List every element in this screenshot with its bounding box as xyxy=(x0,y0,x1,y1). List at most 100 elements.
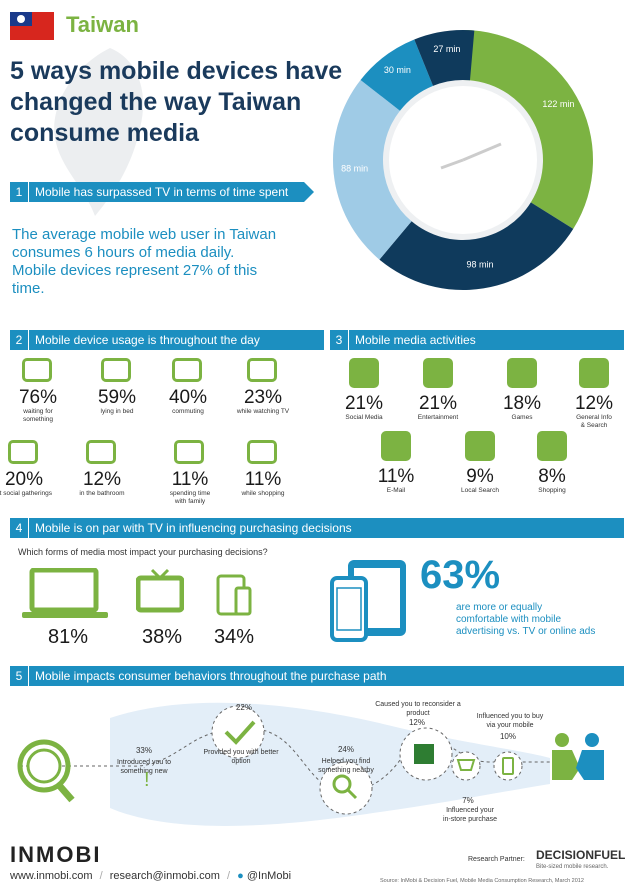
section-1-arrow xyxy=(304,182,314,202)
device-pct-laptop: 81% xyxy=(48,626,89,648)
laptop-icon xyxy=(22,568,108,618)
activity-label: Social Media xyxy=(345,414,383,421)
usage-label: while shopping xyxy=(241,490,285,497)
activity-stat: 21% Social Media xyxy=(330,394,398,422)
step-4-pct: 12% xyxy=(408,718,425,727)
step-5-pct: 7% xyxy=(462,796,474,805)
envelope-icon xyxy=(381,431,411,461)
music-note-icon xyxy=(423,358,453,388)
activity-pct: 8% xyxy=(538,466,566,487)
bed-icon xyxy=(101,358,131,382)
tablet-phone-icon xyxy=(216,574,252,616)
activity-stat: 21% Entertainment xyxy=(404,394,472,422)
source-note: Source: InMobi & Decision Fuel, Mobile M… xyxy=(380,878,584,884)
usage-label: while watching TV xyxy=(236,408,290,415)
activity-pct: 9% xyxy=(466,466,494,487)
usage-pct: 11% xyxy=(244,469,282,490)
activity-stat: 8% Shopping xyxy=(518,467,586,495)
clock-segment-label: 98 min xyxy=(467,260,494,270)
section-1-header: 1 Mobile has surpassed TV in terms of tim… xyxy=(10,182,304,202)
activity-stat: 18% Games xyxy=(488,394,556,422)
big-percent: 63% xyxy=(420,553,501,597)
step-1-label: Introduced you to something new xyxy=(116,759,172,775)
magnifier-icon xyxy=(465,431,495,461)
step-4-label: Caused you to reconsider a product xyxy=(375,701,461,717)
usage-stat: 23% while watching TV xyxy=(229,388,297,416)
step-3-label: Helped you find something nearby xyxy=(318,758,374,774)
section-3-header: 3 Mobile media activities xyxy=(330,330,624,350)
section-4-question: Which forms of media most impact your pu… xyxy=(18,547,268,557)
decisionfuel-logo: DECISIONFUEL xyxy=(536,848,626,862)
clock-hand xyxy=(462,142,502,162)
partner-tagline: Bite-sized mobile research. xyxy=(536,864,609,870)
usage-label: lying in bed xyxy=(100,408,134,415)
activity-stat: 11% E-Mail xyxy=(362,467,430,495)
tv-icon xyxy=(136,568,184,613)
media-time-clock-chart: 122 min 98 min 88 min 30 min 27 min xyxy=(332,30,593,290)
clock-segment-label: 30 min xyxy=(384,65,411,75)
activity-label: General Info xyxy=(576,414,612,421)
alarm-clock-icon xyxy=(22,358,52,382)
tv-icon xyxy=(247,358,277,382)
email-link[interactable]: research@inmobi.com xyxy=(109,870,220,882)
country-label: Taiwan xyxy=(66,12,139,37)
usage-label: something xyxy=(23,416,53,423)
usage-pct: 59% xyxy=(97,387,137,408)
usage-stat: 12% in the bathroom xyxy=(68,470,136,498)
section-1-text: The average mobile web user in Taiwan co… xyxy=(12,226,277,297)
step-5-label: Influenced your in-store purchase xyxy=(442,807,498,823)
big-percent-text: are more or equally comfortable with mob… xyxy=(456,602,596,637)
usage-label: commuting xyxy=(172,408,204,415)
usage-pct: 11% xyxy=(171,469,209,490)
twitter-icon: ● xyxy=(237,870,244,882)
activity-label: E-Mail xyxy=(386,487,406,494)
page-title: 5 ways mobile devices have changed the w… xyxy=(10,57,343,147)
twitter-link[interactable]: @InMobi xyxy=(246,870,292,882)
step-6-label: Influenced you to buy via your mobile xyxy=(476,713,544,729)
section-2-header: 2 Mobile device usage is throughout the d… xyxy=(10,330,324,350)
activity-pct: 18% xyxy=(502,393,542,414)
activity-label: Local Search xyxy=(461,487,499,494)
people-icon xyxy=(8,440,38,464)
step-1-pct: 33% xyxy=(135,746,152,755)
activity-pct: 21% xyxy=(418,393,458,414)
usage-stat: 11% while shopping xyxy=(229,470,297,498)
partner-label: Research Partner: xyxy=(468,856,525,863)
activity-pct: 12% xyxy=(574,393,614,414)
dice-icon xyxy=(507,358,537,388)
family-icon xyxy=(174,440,204,464)
usage-pct: 12% xyxy=(82,469,122,490)
clock-segment xyxy=(332,79,412,260)
section-4-header: 4 Mobile is on par with TV in influencing… xyxy=(10,518,624,538)
usage-label: waiting for xyxy=(23,408,53,415)
step-2-label: Provided you with better option xyxy=(203,749,279,765)
device-pct-tv: 38% xyxy=(142,626,183,648)
usage-label: at social gatherings xyxy=(0,490,52,497)
clock-hand xyxy=(440,158,464,170)
taiwan-map-silhouette xyxy=(54,48,144,216)
train-icon xyxy=(172,358,202,382)
shower-icon xyxy=(86,440,116,464)
usage-stat: 59% lying in bed xyxy=(83,388,151,416)
purchase-path-graphic: ! xyxy=(17,702,604,826)
usage-pct: 23% xyxy=(243,387,283,408)
usage-label: in the bathroom xyxy=(79,490,125,497)
step-3-pct: 24% xyxy=(337,745,354,754)
activity-pct: 21% xyxy=(344,393,384,414)
activity-label: Games xyxy=(511,414,533,421)
usage-stat: 40% commuting xyxy=(154,388,222,416)
activity-label: Shopping xyxy=(538,487,566,494)
activity-label: & Search xyxy=(580,422,608,429)
facebook-icon xyxy=(349,358,379,388)
website-link[interactable]: www.inmobi.com xyxy=(10,870,93,882)
usage-label: spending time xyxy=(169,490,211,497)
usage-pct: 76% xyxy=(18,387,58,408)
usage-label: with family xyxy=(174,498,206,505)
device-pct-tablet: 34% xyxy=(214,626,255,648)
footer-contacts: www.inmobi.com / research@inmobi.com / ●… xyxy=(10,870,292,882)
clock-segment xyxy=(463,30,593,229)
tablet-phone-large-icon xyxy=(330,560,406,642)
info-search-icon xyxy=(579,358,609,388)
clock-segment-label: 88 min xyxy=(341,163,368,173)
usage-stat: 76% waiting for something xyxy=(4,388,72,424)
